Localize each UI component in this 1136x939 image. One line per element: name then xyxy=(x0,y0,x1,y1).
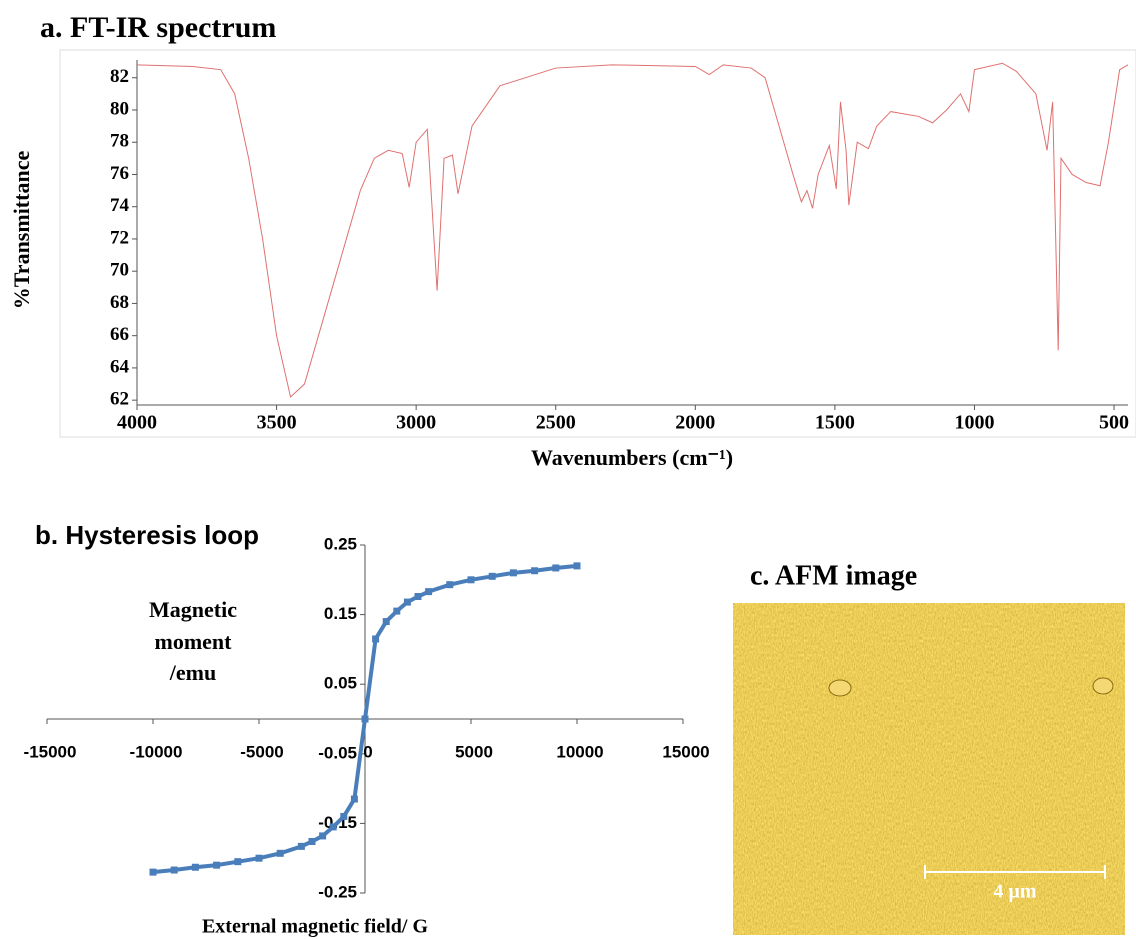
marker xyxy=(351,796,358,803)
y-tick-label: 80 xyxy=(110,98,129,119)
chart-title: c. AFM image xyxy=(750,560,917,591)
x-tick-label: -5000 xyxy=(240,742,283,761)
y-tick-label: 0.15 xyxy=(324,604,357,623)
afm-particle xyxy=(829,680,851,696)
y-tick-label: 70 xyxy=(110,260,129,281)
marker xyxy=(234,858,241,865)
y-tick-label: 66 xyxy=(110,324,129,345)
x-tick-label: 3500 xyxy=(257,412,297,434)
y-tick-label: -0.25 xyxy=(318,882,357,901)
chart-title: b. Hysteresis loop xyxy=(35,520,259,550)
marker xyxy=(213,862,220,869)
marker xyxy=(171,867,178,874)
x-axis-label: Wavenumbers (cm⁻¹) xyxy=(531,445,733,470)
scale-label: 4 µm xyxy=(993,881,1037,903)
x-tick-label: 5000 xyxy=(455,742,493,761)
marker xyxy=(574,562,581,569)
y-axis-label: %Transmittance xyxy=(9,151,34,310)
marker xyxy=(446,581,453,588)
marker xyxy=(531,567,538,574)
x-tick-label: 15000 xyxy=(662,742,709,761)
y-tick-label: 76 xyxy=(110,163,129,184)
x-tick-label: 3000 xyxy=(396,412,436,434)
marker xyxy=(362,716,369,723)
x-axis-label: External magnetic field/ G xyxy=(202,916,429,938)
marker xyxy=(256,855,263,862)
afm-image xyxy=(733,603,1125,935)
x-tick-label: 0 xyxy=(363,742,372,761)
marker xyxy=(510,569,517,576)
y-axis-label: Magnetic xyxy=(149,597,237,622)
x-tick-label: 2500 xyxy=(536,412,576,434)
marker xyxy=(330,823,337,830)
y-axis-label: /emu xyxy=(169,660,216,685)
x-tick-label: 1500 xyxy=(815,412,855,434)
y-tick-label: 68 xyxy=(110,292,129,313)
marker xyxy=(425,588,432,595)
y-tick-label: 0.25 xyxy=(324,534,357,553)
marker xyxy=(383,618,390,625)
data-line xyxy=(137,63,1128,397)
marker xyxy=(277,850,284,857)
x-tick-label: 10000 xyxy=(556,742,603,761)
x-tick-label: 1000 xyxy=(954,412,994,434)
marker xyxy=(298,843,305,850)
marker xyxy=(468,576,475,583)
marker xyxy=(404,599,411,606)
marker xyxy=(415,593,422,600)
y-axis-label: moment xyxy=(155,629,233,654)
marker xyxy=(552,564,559,571)
chart-title: a. FT-IR spectrum xyxy=(40,11,276,44)
marker xyxy=(489,573,496,580)
x-tick-label: -10000 xyxy=(130,742,183,761)
marker xyxy=(372,635,379,642)
afm-particle xyxy=(1093,678,1113,694)
y-tick-label: 74 xyxy=(110,195,130,216)
y-tick-label: 78 xyxy=(110,131,129,152)
y-tick-label: -0.05 xyxy=(318,743,357,762)
y-tick-label: 62 xyxy=(110,389,129,410)
y-tick-label: 82 xyxy=(110,66,129,87)
x-tick-label: 4000 xyxy=(117,412,157,434)
y-tick-label: 0.05 xyxy=(324,674,357,693)
marker xyxy=(319,832,326,839)
x-tick-label: 500 xyxy=(1099,412,1129,434)
x-tick-label: 2000 xyxy=(675,412,715,434)
marker xyxy=(393,608,400,615)
figure: a. FT-IR spectrum Wavenumbers (cm⁻¹) %Tr… xyxy=(0,0,1136,939)
marker xyxy=(340,813,347,820)
x-tick-label: -15000 xyxy=(24,742,77,761)
y-tick-label: 64 xyxy=(110,356,130,377)
marker xyxy=(150,869,157,876)
y-tick-label: 72 xyxy=(110,227,129,248)
panel-frame xyxy=(60,50,1136,437)
marker xyxy=(309,838,316,845)
marker xyxy=(192,864,199,871)
